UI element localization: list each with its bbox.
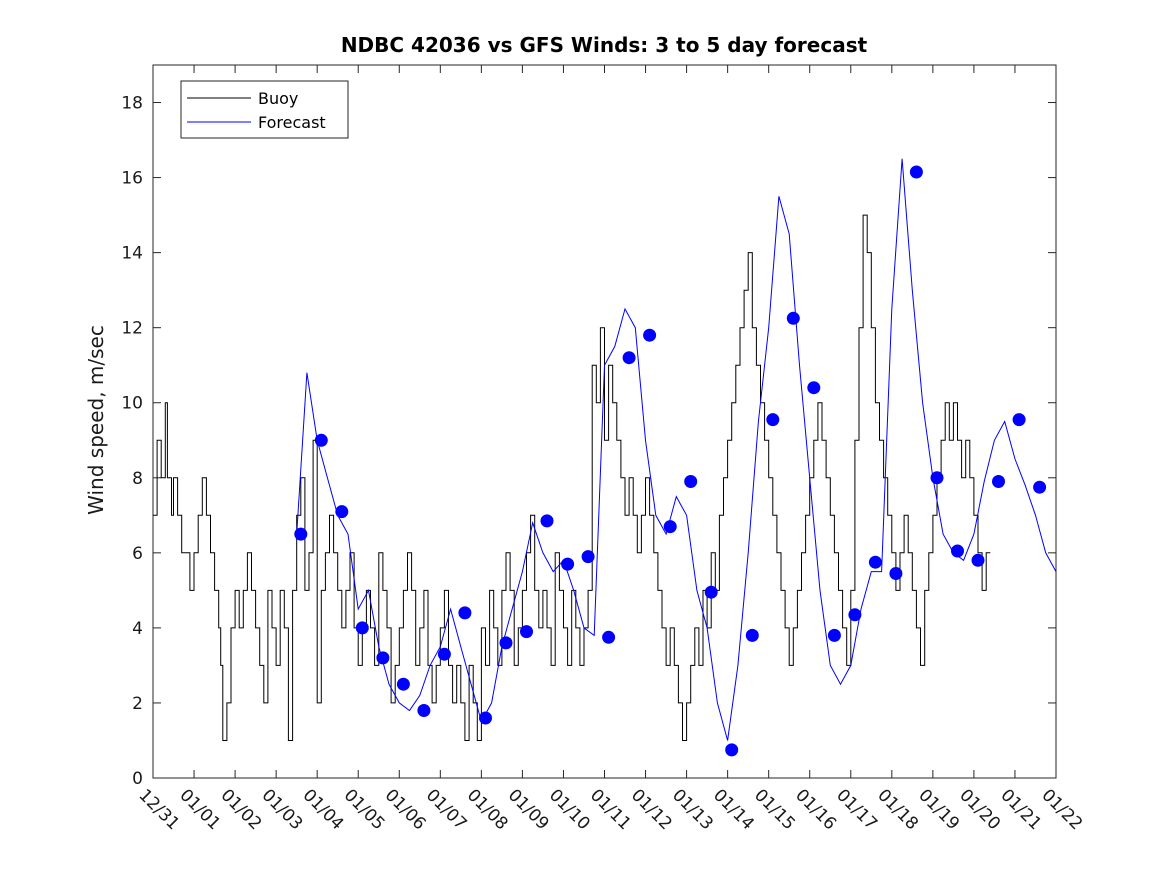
y-tick-label: 4 bbox=[132, 619, 143, 639]
y-tick-label: 8 bbox=[132, 469, 143, 489]
forecast-marker bbox=[704, 585, 718, 599]
forecast-marker bbox=[930, 471, 944, 485]
forecast-marker bbox=[868, 555, 882, 569]
series-layer bbox=[153, 158, 1057, 741]
legend-label-buoy: Buoy bbox=[258, 89, 298, 108]
chart-title: NDBC 42036 vs GFS Winds: 3 to 5 day fore… bbox=[341, 33, 868, 57]
forecast-marker bbox=[458, 606, 472, 620]
y-tick-label: 2 bbox=[132, 694, 143, 714]
forecast-marker bbox=[622, 351, 636, 365]
forecast-line bbox=[296, 158, 1057, 741]
y-tick-label: 14 bbox=[121, 244, 143, 264]
forecast-marker bbox=[909, 165, 923, 179]
forecast-marker bbox=[355, 621, 369, 635]
forecast-marker bbox=[827, 628, 841, 642]
y-axis-label: Wind speed, m/sec bbox=[84, 325, 108, 515]
forecast-marker bbox=[786, 311, 800, 325]
forecast-marker bbox=[745, 628, 759, 642]
forecast-marker bbox=[376, 651, 390, 665]
forecast-marker bbox=[417, 704, 431, 717]
forecast-marker bbox=[848, 608, 862, 622]
forecast-marker bbox=[499, 636, 513, 650]
legend-box bbox=[180, 80, 349, 139]
forecast-marker bbox=[437, 647, 451, 661]
y-tick-label: 12 bbox=[121, 319, 143, 339]
forecast-marker bbox=[561, 557, 575, 571]
forecast-marker bbox=[1033, 480, 1047, 494]
y-tick-label: 16 bbox=[121, 169, 143, 189]
forecast-marker bbox=[992, 475, 1005, 488]
legend-label-forecast: Forecast bbox=[258, 113, 326, 132]
forecast-marker bbox=[396, 677, 410, 691]
forecast-marker bbox=[520, 625, 533, 639]
buoy-line bbox=[153, 214, 991, 741]
y-tick-label: 18 bbox=[121, 94, 143, 114]
forecast-marker bbox=[1012, 413, 1026, 427]
y-tick-label: 0 bbox=[132, 769, 143, 789]
marker-layer bbox=[294, 165, 1047, 757]
forecast-marker bbox=[971, 553, 985, 567]
legend: Buoy Forecast bbox=[180, 80, 349, 139]
forecast-marker bbox=[294, 527, 308, 541]
forecast-marker bbox=[540, 514, 554, 528]
forecast-marker bbox=[725, 743, 739, 757]
forecast-marker bbox=[581, 550, 595, 564]
forecast-marker bbox=[663, 520, 677, 534]
forecast-marker bbox=[889, 567, 903, 580]
forecast-marker bbox=[951, 544, 964, 558]
forecast-marker bbox=[766, 413, 780, 427]
forecast-marker bbox=[335, 505, 349, 519]
y-tick-label: 6 bbox=[132, 544, 143, 564]
forecast-marker bbox=[314, 433, 328, 447]
forecast-marker bbox=[684, 475, 698, 488]
y-tick-label: 10 bbox=[121, 394, 143, 414]
forecast-marker bbox=[602, 630, 616, 644]
forecast-marker bbox=[643, 328, 657, 342]
y-axis-ticks: 0 2 4 6 8 10 12 14 16 18 bbox=[121, 94, 1056, 789]
forecast-marker bbox=[807, 381, 821, 395]
forecast-marker bbox=[479, 711, 492, 725]
